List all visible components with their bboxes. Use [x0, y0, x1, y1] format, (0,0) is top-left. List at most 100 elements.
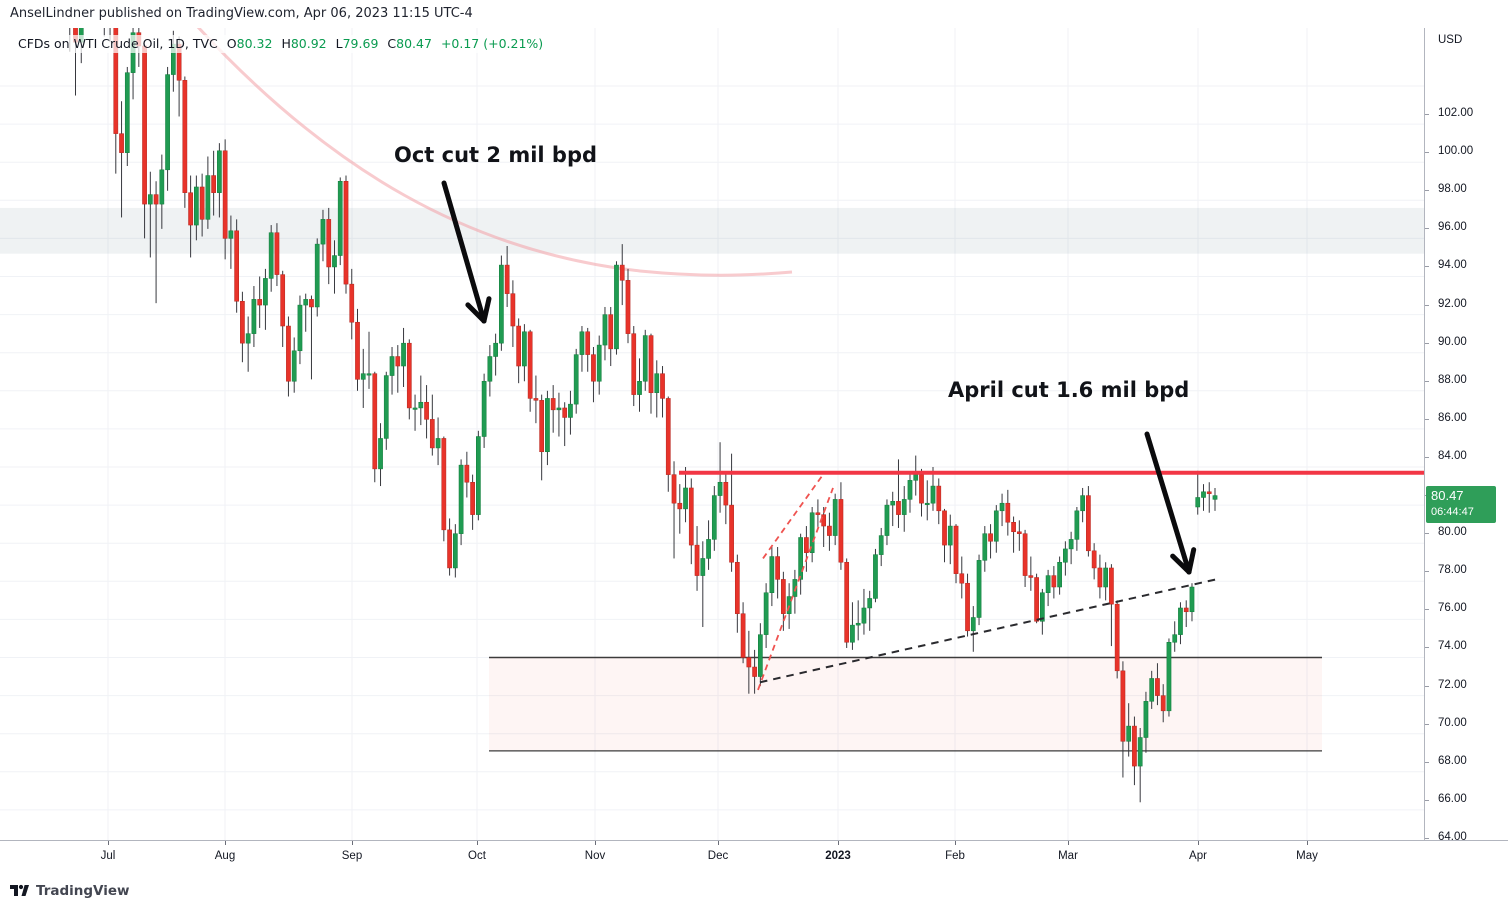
candle-down: [1011, 521, 1016, 533]
candle-up: [389, 356, 395, 376]
candle-up: [568, 403, 573, 418]
candle-up: [614, 264, 619, 350]
annotation-april-cut[interactable]: April cut 1.6 mil bpd: [948, 378, 1190, 402]
time-tick-mark: [955, 841, 956, 845]
price-tick-label: 64.00: [1438, 830, 1467, 843]
candle-up: [1057, 562, 1062, 588]
candle-up: [418, 401, 424, 409]
high-label: H: [281, 36, 291, 51]
candle-up: [890, 501, 896, 506]
candle-up: [1063, 548, 1068, 563]
candle-down: [648, 335, 654, 393]
price-tick-label: 80.00: [1438, 526, 1467, 539]
candle-up: [1195, 497, 1201, 508]
price-tick-mark: [1425, 723, 1429, 725]
candle-down: [464, 464, 470, 483]
candle-up: [786, 596, 792, 614]
candle-up: [297, 304, 303, 352]
candle-up: [884, 504, 890, 536]
candle-up: [798, 537, 803, 580]
time-tick-mark: [352, 841, 353, 845]
candle-up: [251, 299, 257, 334]
candle-up: [792, 579, 798, 597]
price-tick-mark: [1425, 647, 1429, 649]
price-axis[interactable]: USD 64.00 66.00 68.00 70.00 72.00 74.00 76.00 7…: [1424, 28, 1508, 875]
tradingview-brand[interactable]: TradingView: [10, 882, 130, 899]
candle-down: [539, 400, 545, 453]
candle-down: [424, 401, 429, 420]
candle-up: [717, 481, 723, 496]
candle-down: [1120, 670, 1126, 742]
candle-up: [850, 624, 855, 643]
candle-down: [959, 573, 965, 584]
candle-down: [729, 504, 734, 563]
candle-up: [1212, 495, 1218, 500]
candle-down: [1005, 502, 1011, 523]
last-price-badge: 80.47 06:44:47: [1426, 486, 1496, 524]
price-tick-label: 90.00: [1438, 335, 1467, 348]
candle-up: [596, 344, 602, 382]
candle-up: [205, 175, 211, 220]
candle-up: [1074, 510, 1080, 540]
candle-up: [758, 634, 763, 677]
candle-down: [257, 299, 263, 306]
candle-down: [936, 485, 942, 512]
candle-down: [470, 481, 475, 515]
candlestick-chart[interactable]: [0, 28, 1424, 840]
candle-down: [1160, 695, 1166, 712]
red-dashed-wedge-line[interactable]: [762, 474, 824, 559]
candle-up: [654, 373, 660, 393]
candle-up: [1040, 592, 1045, 622]
candle-up: [1045, 575, 1051, 593]
candle-up: [556, 407, 562, 411]
candle-up: [642, 335, 648, 382]
candle-down: [182, 80, 188, 193]
red-dashed-wedge-line[interactable]: [757, 487, 834, 691]
candle-down: [211, 175, 216, 193]
price-tick-label: 92.00: [1438, 297, 1467, 310]
time-tick-mark: [595, 841, 596, 845]
time-tick-label: Apr: [1189, 850, 1207, 862]
candle-up: [499, 264, 504, 344]
candle-down: [1206, 491, 1212, 494]
candle-up: [545, 398, 550, 453]
annotation-arrow[interactable]: [1144, 431, 1197, 575]
candle-down: [326, 219, 332, 268]
annotation-arrow[interactable]: [441, 180, 492, 324]
ascending-dashed-trendline[interactable]: [759, 578, 1217, 684]
candle-up: [1126, 725, 1132, 742]
candle-down: [372, 373, 378, 470]
price-tick-mark: [1425, 228, 1429, 230]
candle-down: [533, 398, 539, 401]
candle-down: [953, 525, 959, 574]
candle-up: [769, 556, 775, 593]
candle-down: [562, 407, 568, 418]
time-tick-mark: [838, 841, 839, 845]
annotation-oct-cut[interactable]: Oct cut 2 mil bpd: [394, 143, 598, 167]
close-label: C: [387, 36, 397, 51]
candle-up: [901, 499, 907, 515]
pink-arc-curve[interactable]: [196, 28, 793, 277]
candle-up: [435, 438, 441, 449]
candle-down: [821, 514, 827, 527]
candle-up: [1137, 737, 1143, 767]
support-zone[interactable]: [489, 657, 1322, 751]
candle-up: [1172, 634, 1178, 643]
candle-up: [982, 533, 988, 561]
time-tick-mark: [1068, 841, 1069, 845]
candle-up: [1103, 567, 1109, 588]
time-axis[interactable]: Jul Aug Sep Oct Nov Dec 2023 Feb Mar Apr May: [0, 840, 1508, 876]
open-value: 80.32: [236, 36, 273, 51]
candle-down: [1091, 550, 1097, 569]
candle-down: [1109, 567, 1114, 605]
candle-down: [274, 232, 280, 275]
candle-down: [286, 325, 291, 382]
candle-up: [855, 622, 861, 626]
candle-down: [222, 150, 228, 239]
candle-up: [1068, 539, 1074, 550]
candle-down: [355, 321, 360, 380]
candle-up: [245, 333, 251, 344]
time-tick-label: Sep: [341, 850, 363, 862]
time-tick-label: Feb: [945, 850, 965, 862]
time-tick-label: Oct: [468, 850, 486, 862]
